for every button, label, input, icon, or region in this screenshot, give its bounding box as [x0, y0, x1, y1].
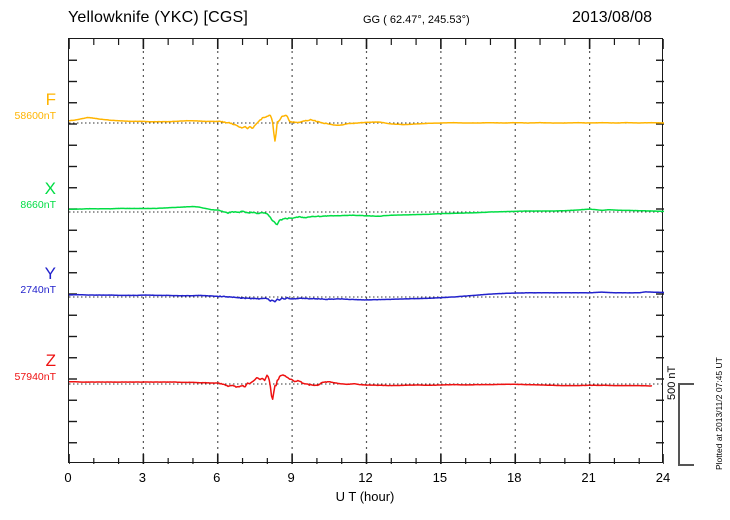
- x-axis-label: U T (hour): [335, 489, 395, 504]
- component-baselines: [69, 122, 664, 385]
- x-axis-ticks: [69, 454, 664, 464]
- geographic-coordinates: GG ( 62.47°, 245.53°): [363, 14, 470, 26]
- page-title: Yellowknife (YKC) [CGS]: [68, 9, 249, 26]
- component-letter-x: X: [44, 179, 56, 198]
- component-baseline-value-y: 2740nT: [20, 284, 56, 296]
- magnetogram-traces: [69, 39, 664, 464]
- scale-bar: [678, 383, 680, 465]
- plotted-timestamp: Plotted at 2013/11/2 07:45 UT: [714, 357, 724, 470]
- x-tick-label-15: 15: [432, 470, 448, 485]
- x-tick-label-21: 21: [581, 470, 596, 485]
- scale-bar-bottom-cap: [678, 464, 694, 466]
- component-baseline-value-f: 58600nT: [14, 110, 56, 122]
- x-tick-label-12: 12: [358, 470, 373, 485]
- scale-bar-label: 500 nT: [666, 365, 678, 400]
- magnetogram-plot-area: [68, 38, 664, 464]
- component-letter-y: Y: [44, 264, 56, 283]
- y-axis-ticks: [69, 59, 664, 444]
- x-tick-label-0: 0: [64, 470, 72, 485]
- x-tick-label-18: 18: [507, 470, 522, 485]
- observation-date: 2013/08/08: [572, 9, 653, 26]
- scale-bar-top-cap: [678, 383, 694, 385]
- x-tick-label-3: 3: [138, 470, 146, 485]
- component-letter-z: Z: [45, 351, 56, 370]
- component-letter-f: F: [45, 90, 56, 109]
- x-tick-label-6: 6: [213, 470, 221, 485]
- component-baseline-value-z: 57940nT: [14, 371, 56, 383]
- x-axis-top-ticks: [69, 39, 664, 49]
- x-tick-label-9: 9: [287, 470, 295, 485]
- vertical-gridlines: [142, 39, 591, 464]
- x-tick-label-24: 24: [655, 470, 671, 485]
- component-baseline-value-x: 8660nT: [20, 199, 56, 211]
- component-traces: [69, 114, 664, 401]
